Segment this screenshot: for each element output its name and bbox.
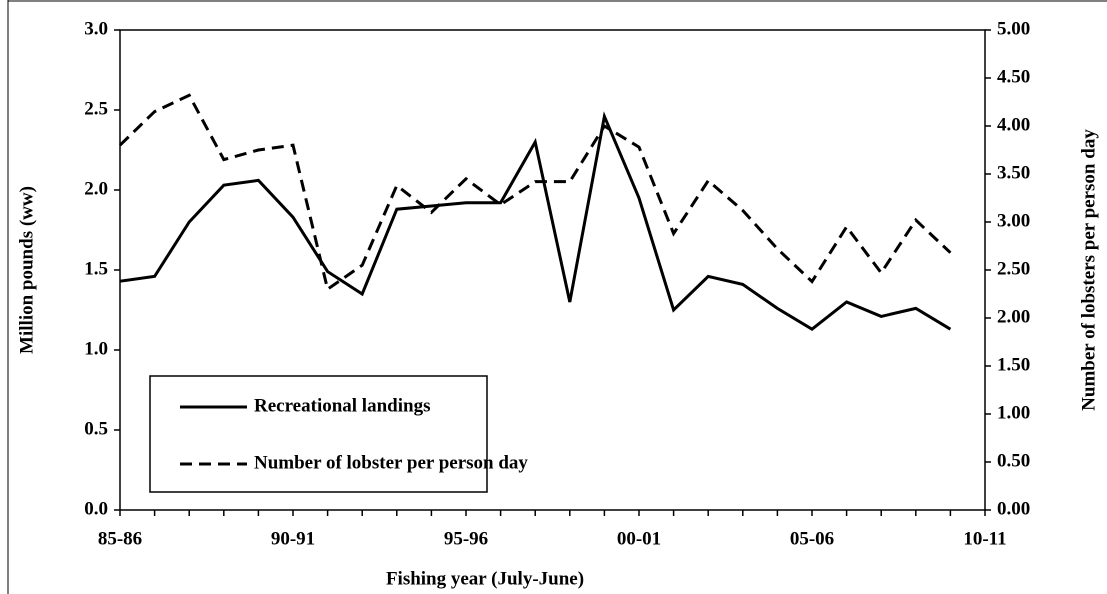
x-tick-label: 85-86 xyxy=(98,528,142,549)
x-tick-label: 10-11 xyxy=(963,528,1006,549)
y-tick-label: 0.0 xyxy=(84,498,108,519)
legend-box xyxy=(149,375,488,493)
y2-tick-label: 0.00 xyxy=(997,498,1030,519)
y2-tick-label: 4.00 xyxy=(997,114,1030,135)
x-tick-label: 95-96 xyxy=(444,528,488,549)
y-axis-title: Million pounds (ww) xyxy=(16,186,37,354)
y2-tick-label: 1.50 xyxy=(997,354,1030,375)
series-line xyxy=(119,111,952,332)
y2-tick-label: 3.50 xyxy=(997,162,1030,183)
y-tick-label: 3.0 xyxy=(84,18,108,39)
x-tick-label: 05-06 xyxy=(790,528,834,549)
y2-tick-label: 3.00 xyxy=(997,210,1030,231)
y2-tick-label: 4.50 xyxy=(997,66,1030,87)
y-tick-label: 1.0 xyxy=(84,338,108,359)
x-axis-title: Fishing year (July-June) xyxy=(386,568,584,589)
x-tick-label: 00-01 xyxy=(617,528,661,549)
x-tick-label: 90-91 xyxy=(271,528,315,549)
y2-axis-title: Number of lobsters per person day xyxy=(1078,129,1099,411)
y-tick-label: 1.5 xyxy=(84,258,108,279)
y-tick-label: 2.5 xyxy=(84,98,108,119)
legend-label: Recreational landings xyxy=(254,395,430,416)
y2-tick-label: 0.50 xyxy=(997,450,1030,471)
y2-tick-label: 2.50 xyxy=(997,258,1030,279)
series-line xyxy=(118,93,952,292)
y2-tick-label: 1.00 xyxy=(997,402,1030,423)
y-tick-label: 2.0 xyxy=(84,178,108,199)
y-tick-label: 0.5 xyxy=(84,418,108,439)
y2-tick-label: 2.00 xyxy=(997,306,1030,327)
y2-tick-label: 5.00 xyxy=(997,18,1030,39)
legend-label: Number of lobster per person day xyxy=(254,452,528,473)
